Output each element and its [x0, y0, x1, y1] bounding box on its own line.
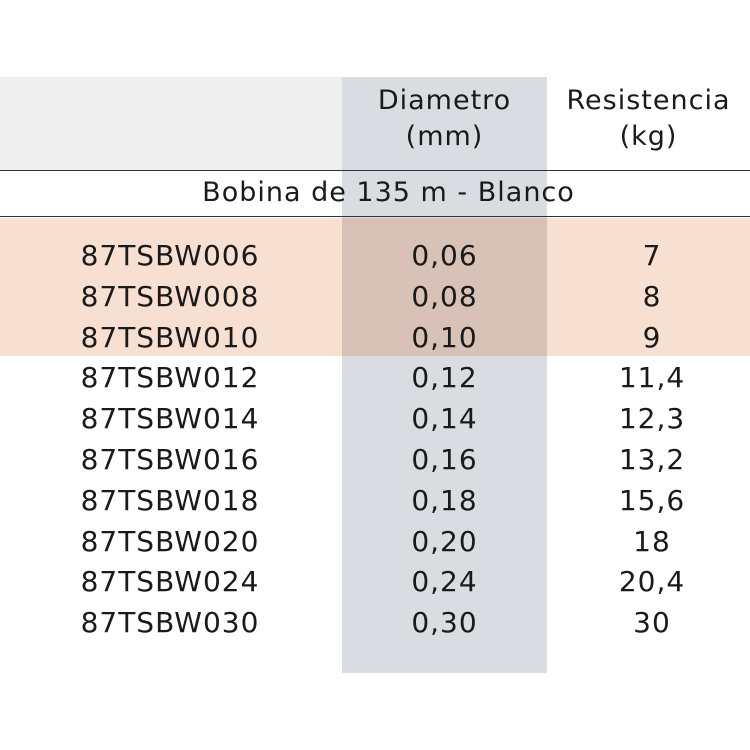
column-header: Diametro (mm): [342, 83, 547, 155]
table-cell: 20,4: [618, 565, 686, 599]
table-cell: 0,16: [411, 443, 478, 476]
table-cell: 9: [642, 320, 662, 354]
table-cell: 7: [642, 239, 662, 272]
header-line: Diametro: [377, 85, 512, 116]
table-cell: 15,6: [618, 483, 686, 517]
table-cell: 18: [633, 524, 671, 558]
table-cell: 87TSBW030: [80, 606, 260, 640]
table-cell: 87TSBW012: [80, 361, 260, 395]
table-cell: 0,08: [411, 279, 478, 313]
table-cell: 0,18: [411, 483, 478, 517]
table-cell: 0,24: [411, 565, 478, 599]
table-cell: 0,06: [411, 239, 478, 272]
header-line: (kg): [619, 121, 678, 152]
table-cell: 87TSBW020: [80, 524, 260, 558]
header-line: Resistencia: [566, 85, 731, 116]
column-header: Resistencia (kg): [547, 83, 750, 155]
table-cell: 87TSBW018: [80, 483, 260, 517]
rule-top: [0, 170, 750, 171]
table-cell: 11,4: [618, 361, 686, 395]
table-cell: 0,12: [411, 361, 478, 395]
rule-bottom: [0, 216, 750, 217]
table-cell: 87TSBW014: [80, 402, 260, 436]
table-cell: 8: [642, 279, 662, 313]
section-title: Bobina de 135 m - Blanco: [202, 177, 575, 208]
table-cell: 87TSBW024: [80, 565, 260, 599]
table-cell: 0,20: [411, 524, 478, 558]
table-cell: 0,30: [411, 606, 478, 640]
table-cell: 0,10: [411, 320, 478, 354]
table-cell: 0,14: [411, 402, 478, 436]
diameter-column-band: [342, 77, 547, 673]
table-cell: 87TSBW016: [80, 443, 260, 476]
table-cell: 87TSBW010: [80, 320, 260, 354]
table-cell: 87TSBW006: [80, 239, 260, 272]
header-line: (mm): [405, 121, 484, 152]
table-cell: 13,2: [618, 443, 686, 476]
table-cell: 87TSBW008: [80, 279, 260, 313]
table-cell: 30: [633, 606, 671, 640]
header-left-band: [0, 77, 342, 170]
highlight-band-column: [342, 218, 547, 356]
table-cell: 12,3: [618, 402, 686, 436]
